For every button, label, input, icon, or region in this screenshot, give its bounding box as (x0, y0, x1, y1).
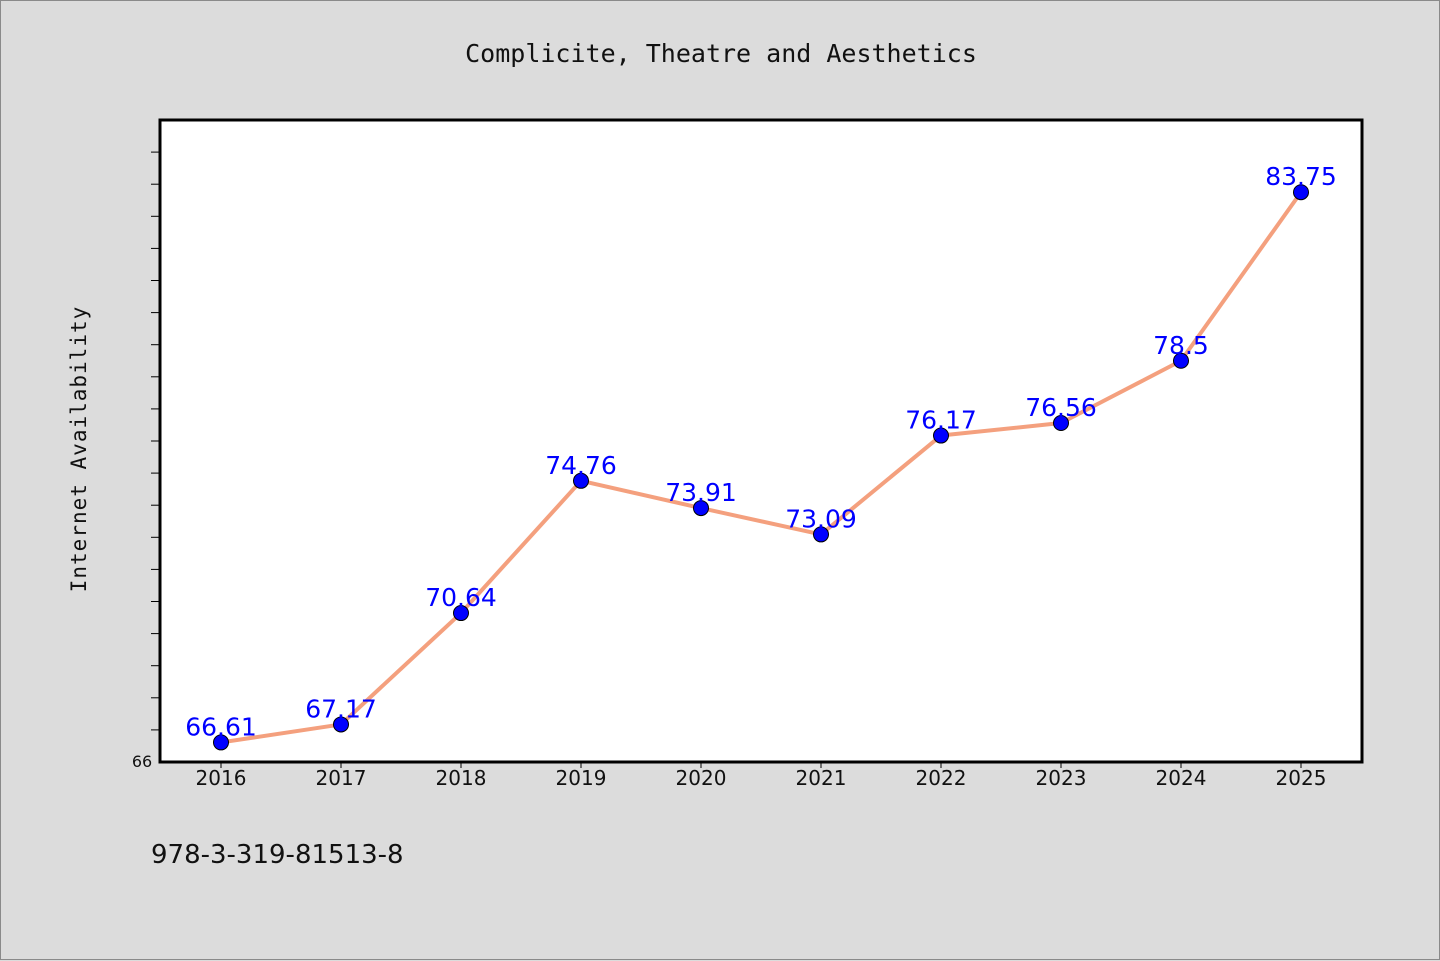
x-tick-label: 2016 (196, 766, 247, 790)
data-point (933, 427, 949, 444)
data-point (213, 734, 229, 751)
data-point (1293, 184, 1309, 201)
plot-area (158, 118, 1364, 764)
data-label: 76.56 (1025, 393, 1097, 422)
x-axis-ticks: 2016 2017 2018 2019 2020 2021 2022 2023 2024 2025 (196, 762, 1327, 790)
series-line (219, 190, 1303, 745)
data-point (333, 716, 349, 733)
data-point (813, 526, 829, 543)
data-label: 73.09 (785, 504, 857, 533)
data-point-markers (213, 184, 1309, 751)
data-point (693, 500, 709, 517)
data-label: 70.64 (425, 583, 497, 612)
x-tick-label: 2019 (556, 766, 607, 790)
x-tick-label: 2020 (676, 766, 727, 790)
y-axis-ticks (151, 151, 160, 731)
data-label: 73.91 (665, 478, 737, 507)
data-point (1053, 415, 1069, 432)
x-tick-label: 2025 (1276, 766, 1327, 790)
x-tick-label: 2024 (1156, 766, 1207, 790)
x-tick-label: 2017 (316, 766, 367, 790)
data-point (1173, 352, 1189, 369)
y-axis-label: Internet Availability (67, 306, 91, 593)
x-tick-label: 2023 (1036, 766, 1087, 790)
chart-title: Complicite, Theatre and Aesthetics (465, 39, 977, 68)
y-tick-label-min: 66 (132, 752, 152, 771)
series-line-group (219, 190, 1303, 745)
data-label: 67.17 (305, 694, 377, 723)
x-tick-label: 2022 (916, 766, 967, 790)
data-point (573, 472, 589, 489)
x-tick-label: 2021 (796, 766, 847, 790)
data-label: 78.5 (1153, 331, 1209, 360)
data-label: 74.76 (545, 451, 617, 480)
data-point (453, 605, 469, 622)
data-label: 83.75 (1265, 162, 1337, 191)
data-labels: 66.61 67.17 70.64 74.76 73.91 73.09 76.17 76.56… (185, 162, 1337, 741)
x-tick-label: 2018 (436, 766, 487, 790)
footer-isbn: 978-3-319-81513-8 (151, 840, 404, 870)
data-label: 66.61 (185, 712, 257, 741)
data-label: 76.17 (905, 406, 977, 435)
